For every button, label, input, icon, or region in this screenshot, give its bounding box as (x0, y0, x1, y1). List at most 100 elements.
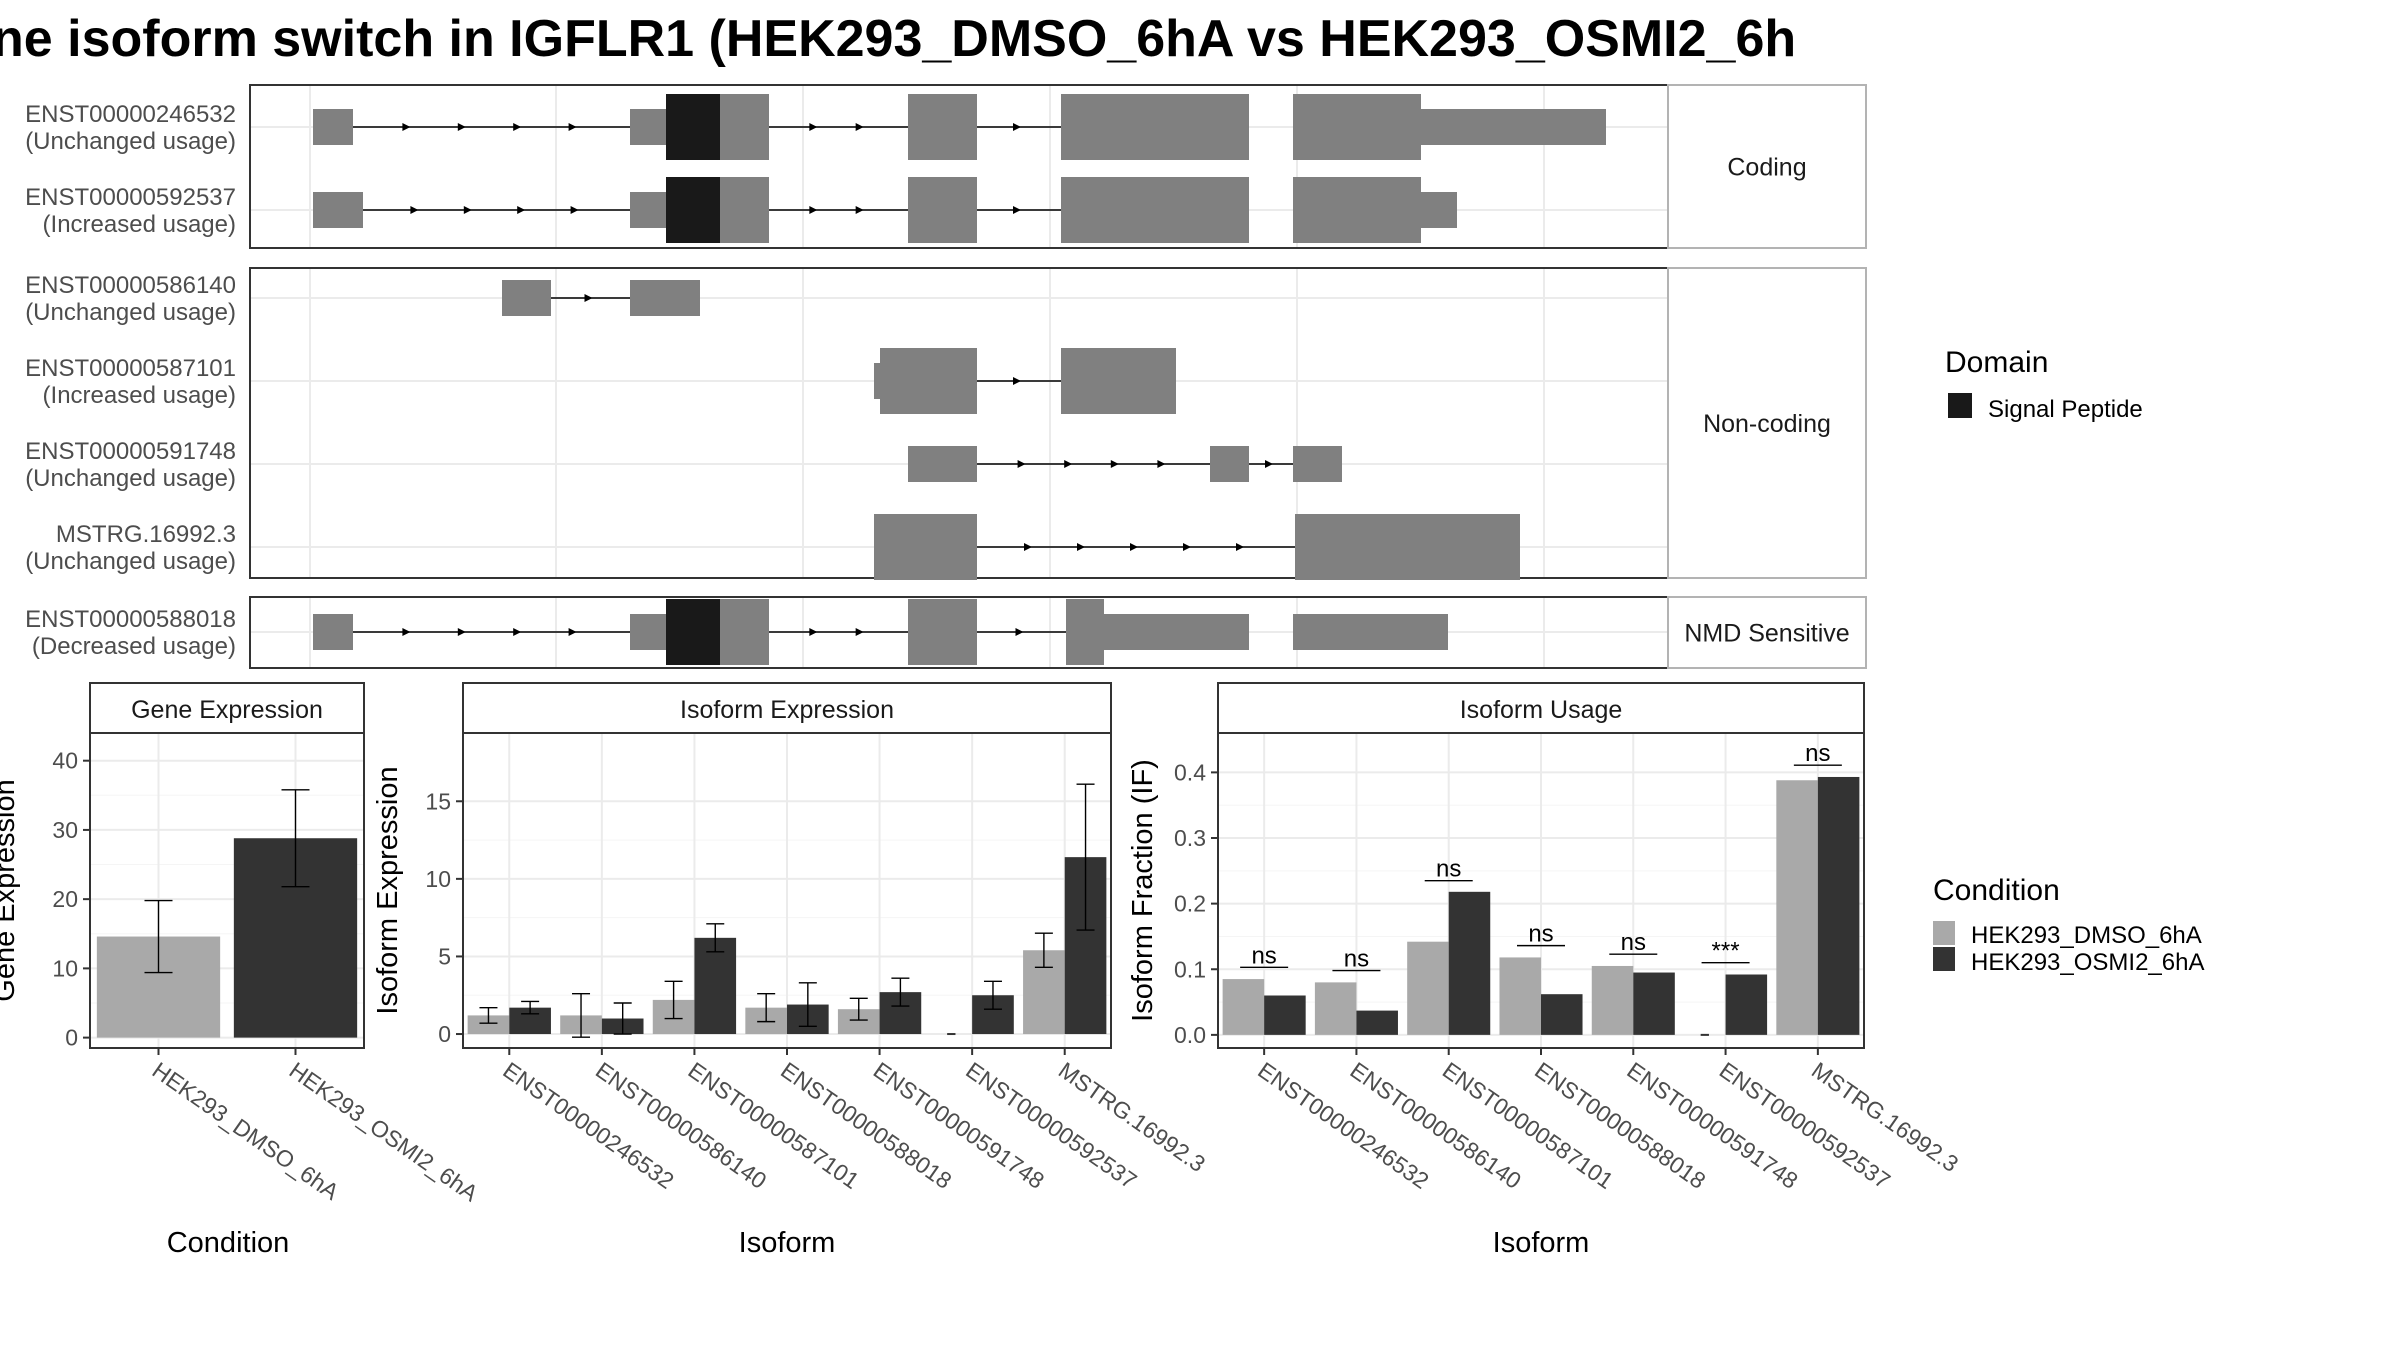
svg-text:***: *** (1712, 938, 1740, 965)
intron-arrow (1017, 460, 1026, 468)
y-tick-label: 0.3 (1174, 825, 1206, 851)
y-tick-label: 15 (425, 788, 451, 814)
intron-arrow (1157, 460, 1166, 468)
exon (908, 177, 977, 243)
y-tick-label: 0.2 (1174, 891, 1206, 917)
osmi2-swatch (1933, 947, 1955, 971)
exon (720, 599, 769, 665)
significance-marker: ns (1240, 942, 1289, 969)
transcript-id: MSTRG.16992.3 (56, 521, 236, 548)
exon (1293, 177, 1421, 243)
bar (1541, 994, 1583, 1035)
y-axis-title: Gene Expression (0, 779, 21, 1001)
y-axis-title: Isoform Fraction (IF) (1127, 759, 1159, 1022)
exon (1061, 348, 1176, 414)
group-strip-label: Non-coding (1703, 410, 1831, 438)
exon (1104, 614, 1249, 650)
intron-arrow (402, 628, 411, 636)
svg-text:ns: ns (1805, 740, 1830, 767)
intron-arrow (410, 206, 419, 214)
x-tick-label: ENST00000588018 (1530, 1057, 1710, 1194)
exon (908, 446, 977, 482)
intron-arrow (568, 123, 577, 131)
exon (1421, 192, 1457, 228)
transcript-usage: (Unchanged usage) (25, 548, 236, 575)
y-tick-label: 0 (65, 1025, 78, 1051)
intron-arrow (1013, 206, 1021, 214)
y-tick-label: 40 (52, 748, 78, 774)
y-tick-label: 5 (438, 943, 451, 969)
exon (1061, 177, 1249, 243)
error-bar (1076, 783, 1095, 931)
intron-arrow (809, 628, 818, 636)
signal-peptide-domain (666, 177, 720, 243)
intron-arrow (809, 123, 818, 131)
exon (313, 614, 353, 650)
significance-marker: ns (1332, 946, 1381, 973)
error-bar (798, 982, 817, 1027)
x-tick-label: ENST00000592537 (961, 1057, 1141, 1194)
significance-marker: ns (1517, 921, 1565, 948)
transcript-track (502, 280, 700, 316)
error-bar (613, 1002, 632, 1035)
intron-arrow (457, 123, 466, 131)
intron-arrow (1015, 628, 1024, 636)
transcript-usage: (Unchanged usage) (25, 299, 236, 326)
exon (908, 94, 977, 160)
exon (880, 348, 977, 414)
intron-arrow (1183, 543, 1191, 551)
panel-border (89, 732, 365, 1049)
transcript-usage: (Unchanged usage) (25, 465, 236, 492)
intron-arrow (1024, 543, 1032, 551)
structure-tracks (313, 94, 1606, 665)
dmso-swatch (1933, 921, 1955, 945)
transcript-id: ENST00000592537 (25, 184, 236, 211)
exon (1210, 446, 1249, 482)
exon (874, 363, 880, 399)
intron-arrow (1265, 460, 1273, 468)
exon (1295, 514, 1520, 580)
panel-title: Isoform Expression (680, 696, 894, 724)
exon (313, 192, 363, 228)
bar (694, 937, 737, 1035)
intron-arrow (584, 294, 593, 302)
x-tick-label: ENST00000586140 (1346, 1057, 1526, 1194)
isoform-expression-panel: Isoform Expression 0 5 10 15 Isoform Expressi… (372, 682, 1210, 1259)
transcript-id: ENST00000587101 (25, 355, 236, 382)
intron-arrow (1110, 460, 1119, 468)
intron-arrow (457, 628, 466, 636)
error-bar (572, 992, 591, 1038)
figure-title: ne isoform switch in IGFLR1 (HEK293_DMSO… (0, 10, 1796, 68)
svg-text:ns: ns (1344, 946, 1369, 973)
exon (1293, 446, 1342, 482)
x-axis-title: Isoform (739, 1227, 836, 1259)
bar (1407, 941, 1449, 1035)
significance-marker: ns (1609, 929, 1658, 956)
exon (1066, 599, 1104, 665)
y-tick-label: 0 (438, 1021, 451, 1047)
svg-text:ns: ns (1436, 856, 1461, 883)
exon (630, 280, 700, 316)
exon (720, 94, 769, 160)
isoform-usage-panel: Isoform Usage ns ns ns ns ns *** ns 0.0 0.1 0.2 0.3… (1127, 682, 1963, 1259)
intron-arrow (1077, 543, 1085, 551)
intron-arrow (463, 206, 472, 214)
bar (1776, 780, 1818, 1035)
exon (630, 614, 666, 650)
bar (1817, 776, 1860, 1035)
transcript-track (313, 177, 1457, 243)
x-tick-label: ENST00000588018 (776, 1057, 956, 1194)
x-tick-label: ENST00000587101 (684, 1057, 864, 1194)
x-tick-label: ENST00000591748 (869, 1057, 1049, 1194)
y-tick-label: 10 (52, 955, 78, 981)
bar (467, 1015, 510, 1035)
signal-peptide-label: Signal Peptide (1988, 396, 2143, 423)
panel-strip (1217, 682, 1865, 734)
group-strip-label: Coding (1727, 154, 1806, 182)
exon (1421, 109, 1606, 145)
dmso-label: HEK293_DMSO_6hA (1971, 922, 2202, 949)
error-bar (144, 899, 173, 974)
bar (1499, 957, 1541, 1035)
error-bar (1034, 932, 1053, 969)
transcript-id: ENST00000591748 (25, 438, 236, 465)
